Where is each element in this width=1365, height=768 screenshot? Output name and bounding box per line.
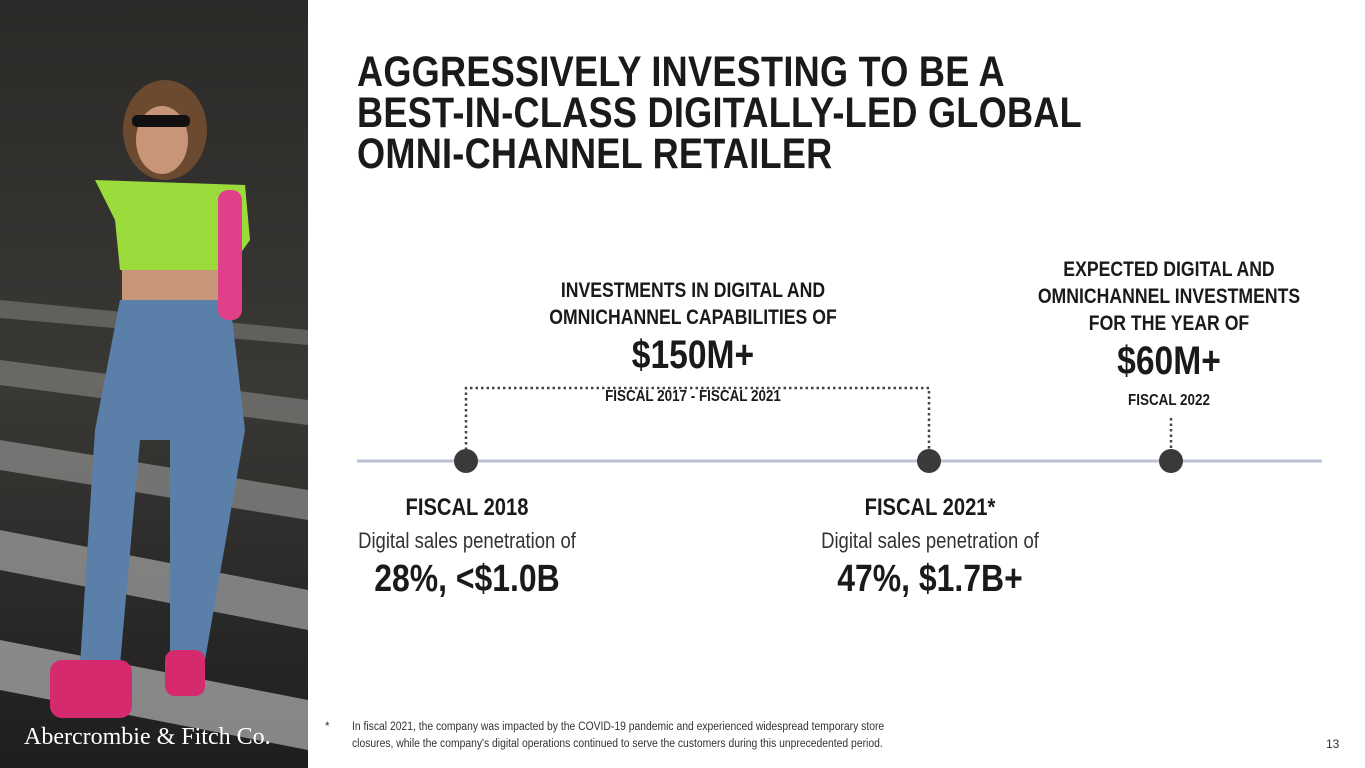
title-line: AGGRESSIVELY INVESTING TO BE A — [357, 48, 1005, 96]
period: FISCAL 2017 - FISCAL 2021 — [605, 388, 781, 405]
footnote-line: closures, while the company's digital op… — [352, 738, 883, 750]
bracket — [464, 386, 931, 450]
milestone-text: Digital sales penetration of — [358, 528, 576, 553]
footnote-line: In fiscal 2021, the company was impacted… — [352, 721, 885, 733]
timeline-dot — [454, 449, 478, 473]
milestone-text: Digital sales penetration of — [821, 528, 1039, 553]
brand: Abercrombie & Fitch Co. — [24, 724, 271, 750]
milestone: FISCAL 2021* Digital sales penetration o… — [780, 494, 1080, 601]
page-number: 13 — [1326, 737, 1340, 751]
heading: INVESTMENTS IN DIGITAL AND — [560, 279, 826, 302]
heading: OMNICHANNEL CAPABILITIES OF — [549, 306, 837, 329]
title: AGGRESSIVELY INVESTING TO BE A BEST-IN-C… — [357, 48, 1082, 178]
milestone-value: 28%, <$1.0B — [374, 558, 560, 600]
heading: FOR THE YEAR OF — [1088, 312, 1250, 335]
amount: $150M+ — [631, 333, 755, 377]
expected: EXPECTED DIGITAL AND OMNICHANNEL INVESTM… — [969, 256, 1365, 410]
timeline-dot — [917, 449, 941, 473]
title-line: OMNI-CHANNEL RETAILER — [357, 130, 833, 178]
amount: $60M+ — [1117, 339, 1221, 383]
timeline-dot — [1159, 449, 1183, 473]
milestone-label: FISCAL 2018 — [405, 494, 529, 521]
milestone-value: 47%, $1.7B+ — [837, 558, 1023, 600]
footnote-marker: * — [325, 721, 330, 733]
investment: INVESTMENTS IN DIGITAL AND OMNICHANNEL C… — [443, 277, 943, 406]
milestone: FISCAL 2018 Digital sales penetration of… — [317, 494, 617, 601]
title-line: BEST-IN-CLASS DIGITALLY-LED GLOBAL — [357, 89, 1082, 137]
milestone-label: FISCAL 2021* — [864, 494, 996, 521]
period: FISCAL 2022 — [1128, 392, 1210, 409]
heading: OMNICHANNEL INVESTMENTS — [1037, 285, 1301, 308]
heading: EXPECTED DIGITAL AND — [1063, 258, 1275, 281]
footnote: In fiscal 2021, the company was impacted… — [352, 719, 884, 753]
photo — [0, 0, 308, 768]
